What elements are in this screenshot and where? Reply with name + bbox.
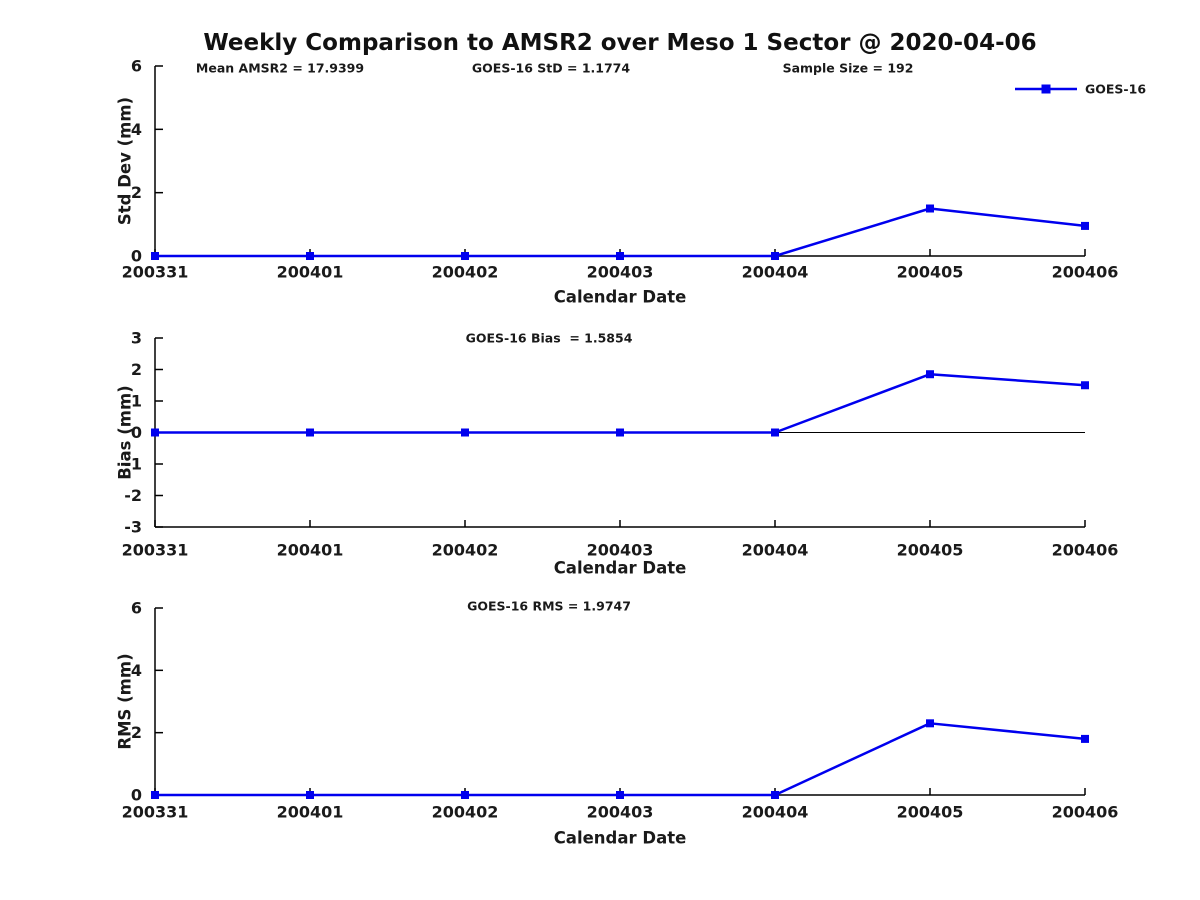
series-line-goes16: [155, 207, 1086, 258]
legend-label: GOES-16: [1085, 82, 1146, 97]
data-point-marker: [771, 791, 779, 799]
y-tick-label: 1: [131, 392, 142, 411]
x-tick-label: 200401: [277, 541, 344, 560]
y-axis-title: Bias (mm): [116, 385, 135, 479]
data-point-marker: [771, 252, 779, 260]
x-tick-label: 200406: [1052, 541, 1119, 560]
data-point-marker: [151, 428, 159, 437]
x-tick-label: 200331: [122, 803, 189, 822]
annotation-text: GOES-16 StD = 1.1774: [472, 61, 630, 76]
y-tick-label: -3: [124, 518, 142, 537]
x-tick-label: 200402: [432, 803, 499, 822]
series-line-goes16: [155, 372, 1086, 434]
data-point-marker: [1081, 734, 1089, 743]
x-tick-label: 200402: [432, 263, 499, 282]
y-axis-title: Std Dev (mm): [116, 97, 135, 225]
y-tick-label: -2: [124, 486, 142, 505]
x-axis-title: Calendar Date: [554, 288, 687, 307]
x-tick-label: 200404: [742, 541, 809, 560]
y-axis-title: RMS (mm): [116, 653, 135, 749]
y-tick-label: 4: [131, 661, 142, 680]
data-point-marker: [306, 791, 314, 799]
x-tick-label: 200403: [587, 541, 654, 560]
stddev-subplot: 0 2 4 6 200331 200401 200402 200403 200404 200405…: [116, 57, 1147, 307]
annotation-text: GOES-16 RMS = 1.9747: [467, 599, 631, 614]
data-point-marker: [306, 428, 314, 437]
x-tick-label: 200406: [1052, 263, 1119, 282]
series-line-goes16: [155, 722, 1086, 797]
annotation-text: Sample Size = 192: [783, 61, 914, 76]
y-tick-label: 2: [131, 723, 142, 742]
y-tick-label: 0: [131, 786, 142, 805]
data-point-marker: [926, 204, 934, 213]
data-point-marker: [926, 719, 934, 728]
x-tick-label: 200403: [587, 803, 654, 822]
x-tick-label: 200405: [897, 541, 964, 560]
data-point-marker: [1081, 381, 1089, 390]
y-tick-label: -1: [124, 455, 142, 474]
y-tick-label: 3: [131, 329, 142, 348]
y-tick-label: 6: [131, 599, 142, 618]
data-point-marker: [616, 428, 624, 437]
y-tick-label: 4: [131, 120, 142, 139]
data-point-marker: [461, 791, 469, 799]
rms-subplot: 0 2 4 6 200331 200401 200402 200403 200404 200405…: [116, 599, 1119, 848]
y-tick-label: 0: [131, 423, 142, 442]
annotation-text: GOES-16 Bias = 1.5854: [466, 331, 633, 346]
x-tick-label: 200401: [277, 263, 344, 282]
data-point-marker: [461, 428, 469, 437]
data-point-marker: [1081, 221, 1089, 230]
x-tick-label: 200402: [432, 541, 499, 560]
legend-marker: [1041, 84, 1051, 94]
x-tick-label: 200331: [122, 541, 189, 560]
x-tick-label: 200405: [897, 263, 964, 282]
data-point-marker: [151, 791, 159, 799]
x-tick-label: 200403: [587, 263, 654, 282]
bias-subplot: -3 -2 -1 0 1 2 3 200331 200401 200402 200403 200404…: [116, 329, 1119, 578]
data-point-marker: [616, 252, 624, 260]
annotation-text: Mean AMSR2 = 17.9399: [196, 61, 364, 76]
x-tick-label: 200404: [742, 263, 809, 282]
data-point-marker: [461, 252, 469, 260]
data-point-marker: [616, 791, 624, 799]
data-point-marker: [306, 252, 314, 260]
y-tick-label: 2: [131, 183, 142, 202]
data-point-marker: [771, 428, 779, 437]
data-point-marker: [926, 370, 934, 379]
data-point-marker: [151, 252, 159, 260]
x-axis-title: Calendar Date: [554, 829, 687, 848]
x-tick-label: 200405: [897, 803, 964, 822]
legend: GOES-16: [1015, 82, 1146, 97]
x-tick-label: 200406: [1052, 803, 1119, 822]
y-tick-label: 2: [131, 360, 142, 379]
x-tick-label: 200331: [122, 263, 189, 282]
x-tick-label: 200404: [742, 803, 809, 822]
x-axis-title: Calendar Date: [554, 559, 687, 578]
y-tick-label: 6: [131, 57, 142, 76]
y-tick-label: 0: [131, 247, 142, 266]
x-tick-label: 200401: [277, 803, 344, 822]
figure-title: Weekly Comparison to AMSR2 over Meso 1 S…: [203, 30, 1037, 56]
